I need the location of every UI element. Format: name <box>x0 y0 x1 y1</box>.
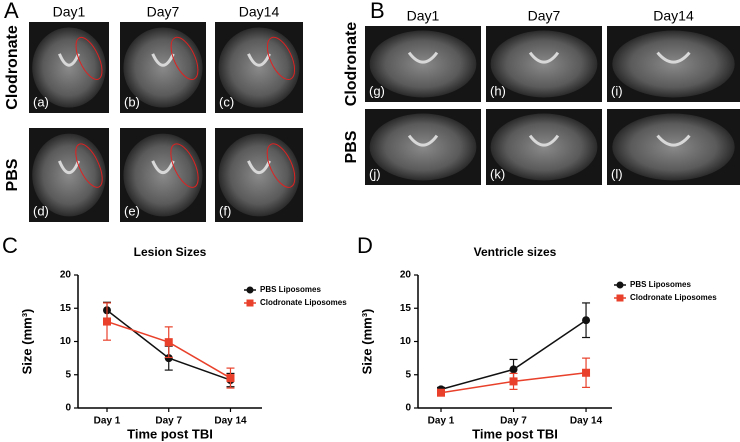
ventricle <box>656 134 691 147</box>
x-tick-label: Day 14 <box>570 416 603 427</box>
column-header: Day14 <box>239 4 280 20</box>
legend-label: PBS Liposomes <box>630 280 691 289</box>
ventricle <box>656 51 691 64</box>
x-axis-label: Time post TBI <box>472 426 558 441</box>
brain-shape <box>612 113 735 181</box>
panel-letter: C <box>2 233 18 258</box>
x-tick-label: Day 7 <box>155 416 182 427</box>
ventricle <box>247 53 271 67</box>
brain-shape <box>612 30 735 98</box>
data-point <box>509 377 518 386</box>
y-tick-label: 10 <box>60 336 72 347</box>
data-point <box>103 317 111 326</box>
x-tick-label: Day 1 <box>94 416 121 427</box>
data-point <box>437 388 445 397</box>
ventricle <box>407 134 439 147</box>
brain-shape <box>490 113 598 181</box>
chart-title: Lesion Sizes <box>134 245 207 259</box>
brain-shape <box>369 30 477 98</box>
ventricle <box>151 160 175 175</box>
ventricle <box>528 51 560 64</box>
data-point <box>582 316 591 325</box>
x-tick-label: Day 1 <box>428 416 455 427</box>
brain-shape <box>32 27 106 108</box>
brain-shape <box>218 133 300 217</box>
data-point <box>509 365 518 374</box>
y-tick-label: 20 <box>400 270 412 281</box>
y-tick-label: 5 <box>405 369 411 380</box>
image-label: (h) <box>490 83 506 98</box>
chart-title: Ventricle sizes <box>474 245 557 259</box>
ventricle <box>151 53 175 67</box>
legend-marker <box>246 286 254 294</box>
y-tick-label: 0 <box>65 403 71 414</box>
brain-shape <box>490 30 598 98</box>
lesion-outline <box>75 143 103 188</box>
image-label: (i) <box>611 83 623 98</box>
column-header: Day1 <box>407 8 440 24</box>
image-label: (b) <box>124 94 140 109</box>
legend-marker <box>616 294 624 302</box>
ventricle <box>247 160 271 175</box>
legend-label: PBS Liposomes <box>260 285 321 294</box>
image-label: (e) <box>124 203 140 218</box>
brain-shape <box>123 133 203 217</box>
legend-marker <box>616 281 624 289</box>
lesion-outline <box>170 36 199 80</box>
y-tick-label: 15 <box>60 303 72 314</box>
lesion-outline <box>266 36 296 80</box>
brain-shape <box>218 27 300 108</box>
brain-shape <box>123 27 203 108</box>
column-header: Day7 <box>528 8 561 24</box>
y-tick-label: 0 <box>405 403 411 414</box>
panel-letter: D <box>357 233 373 258</box>
image-label: (f) <box>219 203 231 218</box>
data-point <box>164 338 173 347</box>
ventricle <box>528 134 560 147</box>
image-label: (j) <box>369 166 381 181</box>
x-tick-label: Day 7 <box>500 416 527 427</box>
x-axis-label: Time post TBI <box>127 426 213 441</box>
row-label: Clodronate <box>343 22 360 107</box>
column-header: Day14 <box>653 8 694 24</box>
data-point <box>582 368 591 377</box>
ventricle <box>407 51 439 64</box>
legend-label: Clodronate Liposomes <box>630 293 717 302</box>
row-label: PBS <box>343 130 360 163</box>
column-header: Day7 <box>147 4 180 20</box>
image-label: (l) <box>611 166 623 181</box>
brain-shape <box>32 133 106 217</box>
y-axis-label: Size (mm³) <box>359 309 374 375</box>
lesion-outline <box>266 143 296 188</box>
y-tick-label: 10 <box>400 336 412 347</box>
row-label: PBS <box>4 158 21 191</box>
y-axis-label: Size (mm³) <box>19 309 34 375</box>
lesion-outline <box>75 36 103 80</box>
image-label: (k) <box>490 166 505 181</box>
y-tick-label: 15 <box>400 303 412 314</box>
image-label: (d) <box>33 203 49 218</box>
image-label: (c) <box>219 94 234 109</box>
panel-letter: B <box>370 0 385 23</box>
legend-label: Clodronate Liposomes <box>260 298 347 307</box>
image-label: (g) <box>369 83 385 98</box>
ventricle <box>58 53 80 67</box>
brain-shape <box>369 113 477 181</box>
y-tick-label: 5 <box>65 369 71 380</box>
panel-letter: A <box>4 0 19 23</box>
image-label: (a) <box>33 94 49 109</box>
row-label: Clodronate <box>4 25 21 110</box>
lesion-outline <box>170 143 199 188</box>
legend-marker <box>246 299 254 307</box>
data-point <box>164 354 173 363</box>
column-header: Day1 <box>53 4 86 20</box>
y-tick-label: 20 <box>60 270 72 281</box>
ventricle <box>58 160 80 175</box>
x-tick-label: Day 14 <box>214 416 247 427</box>
data-point <box>226 374 235 383</box>
